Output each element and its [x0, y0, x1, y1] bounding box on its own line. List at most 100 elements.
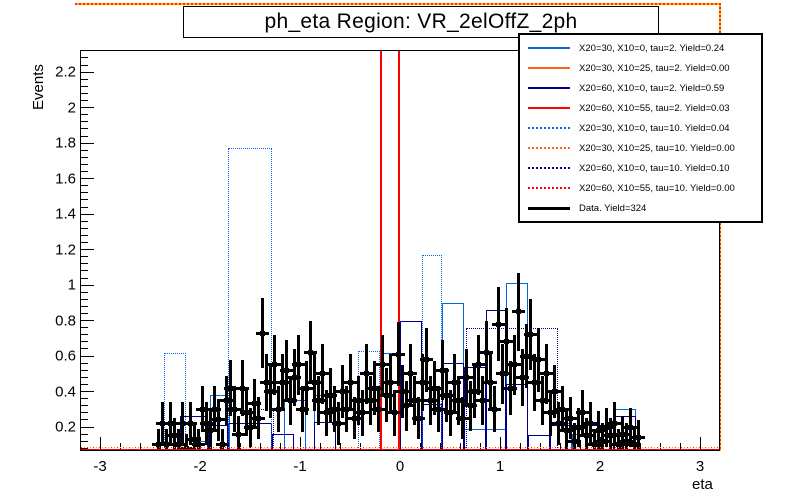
data-point-marker: [359, 410, 365, 416]
data-point-errorbar-v: [164, 428, 168, 450]
data-point-marker: [603, 424, 609, 430]
legend-line-sample: [528, 47, 570, 49]
data-point-marker: [547, 410, 553, 416]
data-point-marker: [171, 433, 177, 439]
data-point-errorbar-v: [220, 428, 224, 450]
legend-entry: X20=30, X10=25, tau=2. Yield=0.00: [520, 59, 761, 77]
data-point-marker: [299, 406, 305, 412]
y-tick: [81, 213, 94, 215]
y-tick: [81, 327, 88, 329]
data-point-marker: [599, 438, 605, 444]
legend-label: X20=60, X10=0, tau=10. Yield=0.10: [579, 162, 730, 174]
data-point-marker: [295, 362, 301, 368]
data-point-marker: [627, 424, 633, 430]
data-point-marker: [379, 362, 385, 368]
y-tick: [81, 362, 88, 364]
y-tick-label: 0.8: [55, 312, 76, 330]
y-tick: [81, 447, 88, 449]
legend-entry: Data. Yield=324: [520, 199, 761, 217]
y-tick: [81, 334, 88, 336]
canvas-border-dotted-right: [719, 3, 721, 451]
x-tick: [439, 443, 441, 450]
y-tick: [81, 369, 88, 371]
legend-line-sample: [528, 87, 570, 89]
data-point-marker: [431, 385, 437, 391]
legend-entry: X20=30, X10=25, tau=10. Yield=0.00: [520, 139, 761, 157]
data-point-marker: [263, 380, 269, 386]
data-point-marker: [183, 445, 189, 451]
data-point-marker: [203, 420, 209, 426]
data-point-marker: [227, 385, 233, 391]
data-point-marker: [331, 406, 337, 412]
y-tick: [81, 355, 94, 357]
data-point-marker: [155, 442, 161, 448]
y-tick: [81, 128, 88, 130]
y-tick: [81, 163, 88, 165]
data-point-marker: [223, 397, 229, 403]
y-tick-label: 1.8: [55, 134, 76, 152]
y-tick: [81, 398, 88, 400]
data-point-marker: [579, 410, 585, 416]
y-tick: [81, 256, 88, 258]
data-point-marker: [231, 406, 237, 412]
data-point-marker: [255, 415, 261, 421]
y-tick: [81, 376, 88, 378]
y-tick: [81, 341, 88, 343]
y-tick: [81, 100, 88, 102]
y-tick: [81, 156, 88, 158]
plot-title-box: ph_eta Region: VR_2elOffZ_2ph: [183, 6, 659, 38]
data-point-marker: [219, 442, 225, 448]
legend-entry: X20=60, X10=0, tau=2. Yield=0.59: [520, 79, 761, 97]
y-tick: [81, 92, 88, 94]
data-point-marker: [323, 410, 329, 416]
data-point-marker: [511, 362, 517, 368]
x-tick: [639, 443, 641, 450]
data-point-marker: [391, 410, 397, 416]
data-point-marker: [503, 339, 509, 345]
data-point-marker: [519, 374, 525, 380]
data-point-marker: [195, 442, 201, 448]
legend-line-sample: [528, 147, 570, 149]
histogram-bin: [228, 148, 272, 450]
data-point-marker: [311, 380, 317, 386]
y-tick-label: 1: [67, 276, 76, 294]
x-tick: [299, 437, 301, 450]
legend-label: X20=60, X10=55, tau=2. Yield=0.03: [579, 102, 730, 114]
histogram-bin: [164, 352, 186, 450]
y-tick: [81, 383, 88, 385]
data-point-marker: [619, 431, 625, 437]
data-point-marker: [575, 424, 581, 430]
data-point-marker: [507, 385, 513, 391]
y-tick: [81, 249, 94, 251]
data-point-marker: [495, 321, 501, 327]
data-point-marker: [535, 357, 541, 363]
y-tick: [81, 270, 88, 272]
data-point-marker: [179, 420, 185, 426]
data-point-marker: [383, 392, 389, 398]
data-point-marker: [403, 403, 409, 409]
histogram-bin: [528, 435, 550, 450]
data-point-marker: [531, 380, 537, 386]
x-tick: [539, 443, 541, 450]
y-tick: [81, 85, 88, 87]
x-tick: [659, 443, 661, 450]
data-point-marker: [187, 420, 193, 426]
y-tick: [81, 71, 94, 73]
data-point-marker: [307, 350, 313, 356]
x-tick: [519, 443, 521, 450]
histogram-bin: [272, 434, 294, 450]
y-tick-label: 1.4: [55, 205, 76, 223]
y-tick: [81, 348, 88, 350]
data-point-errorbar-v: [592, 428, 596, 450]
plot-title: ph_eta Region: VR_2elOffZ_2ph: [264, 10, 578, 33]
data-point-marker: [247, 424, 253, 430]
data-point-marker: [395, 351, 401, 357]
data-point-marker: [163, 442, 169, 448]
y-tick: [81, 121, 88, 123]
data-point-marker: [447, 410, 453, 416]
y-tick: [81, 50, 88, 52]
x-tick-label: 3: [695, 458, 705, 475]
y-tick-label: 1.2: [55, 241, 76, 259]
legend-entry: X20=60, X10=0, tau=10. Yield=0.10: [520, 159, 761, 177]
